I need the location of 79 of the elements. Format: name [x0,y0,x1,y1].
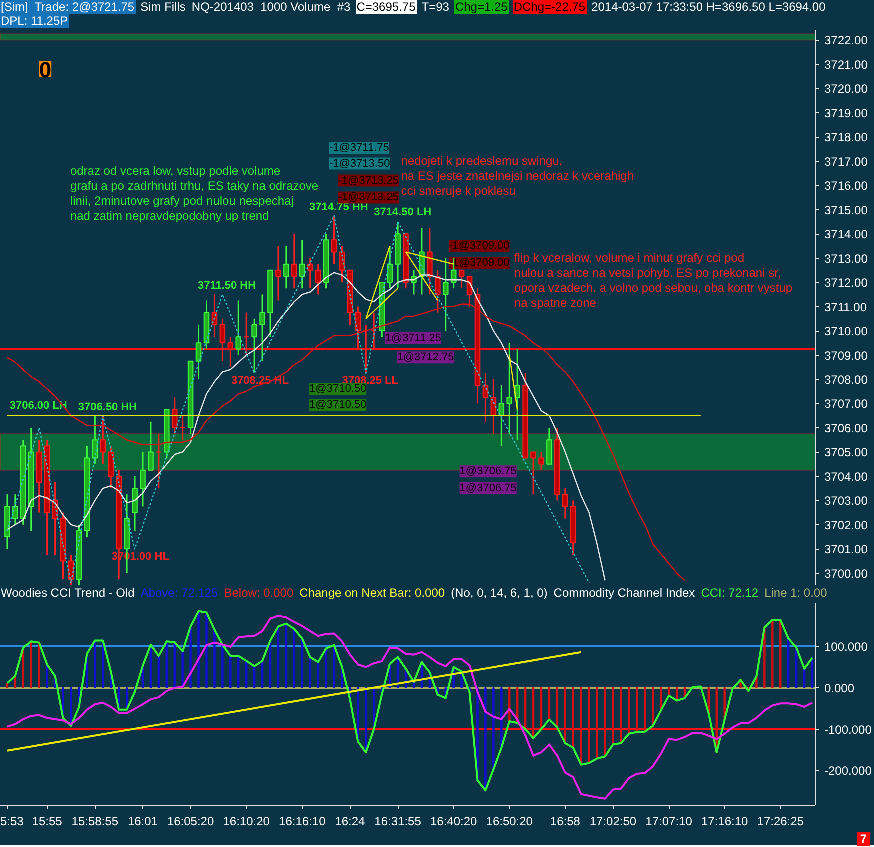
y-tick-label: -200.000 [824,764,872,778]
text: DPL: 11.25P [0,14,70,28]
y-tick-label: 3703.00 [824,494,868,508]
x-tick-label: 16:16:10 [279,814,326,828]
text: 2014-03-07 17:33:50 H=3696.50 L=3694.00 [590,0,827,14]
text: T=93 [420,0,450,14]
y-tick-label: 3722.00 [824,34,868,48]
x-tick-label: 17:07:10 [646,814,693,828]
text: Change on Next Bar: 0.000 [298,586,446,600]
text: Commodity Channel Index [552,586,696,600]
annotation: 0 [39,57,52,82]
text: 7 [857,832,870,846]
y-tick-label: 3709.00 [824,348,868,363]
x-tick-label: 16:31:55 [374,814,422,828]
text: (No, 0, 14, 6, 1, 0) [450,586,549,600]
annotation: 3711.50 HH [198,280,256,292]
annotation: 1@3711.25 [385,332,442,344]
y-tick-label: 3715.00 [824,203,868,218]
y-tick-label: 3712.00 [824,276,868,290]
annotation: -1@3709.00 [449,240,510,252]
annotation: 1@3706.75 [460,466,517,478]
y-tick-label: 3700.00 [824,566,868,581]
annotation: flip k vceralow, volume i minut grafy cci pod nulou a sance na vetsi pohyb. ES po prekonani sr, opora vzadech. a volno pod sebou, oba kontr vystup na spatne zone [514,251,793,310]
text: Woodies CCI Trend - Old [0,586,136,600]
text: Chg=1.25 [454,0,509,14]
x-tick-label: 15:55 [32,814,63,828]
y-tick-label: 3720.00 [824,82,868,96]
annotation: 1@3712.75 [397,352,454,364]
y-tick-label: 3708.00 [824,372,868,387]
y-tick-label: -100.000 [824,722,872,737]
y-tick-label: 3702.00 [824,518,868,532]
annotation: 3714.50 LH [374,206,432,218]
y-tick-label: 3707.00 [824,397,868,412]
y-tick-label: 100.000 [824,640,868,654]
annotation: 3708.25 HL [231,374,290,387]
annotation: 3706.50 HH [78,401,138,414]
y-tick-label: 3714.00 [824,228,868,242]
text: Sim Fills [140,0,187,14]
y-tick-label: 3710.00 [824,324,868,339]
x-tick-label: 15:58:55 [72,814,119,828]
x-tick-label: 16:50:20 [486,814,534,828]
annotation: 1@3710.50 [310,383,367,396]
text: Line 1: 0.00 [764,586,828,600]
x-tick-label: 16:24 [335,814,366,828]
annotation: -1@3711.75 [329,142,390,154]
y-tick-label: 3705.00 [824,446,868,460]
annotation: nedojeti k predeslemu swingu, na ES jeste znatelnejsi nedoraz k vcerahigh cci smeruje k poklesu [401,154,634,198]
x-tick-label: 16:58 [550,814,581,828]
text: Above: 72.125 [140,586,220,600]
annotation: 1@3706.75 [460,482,517,495]
text: C=3695.75 [356,0,417,14]
x-tick-label: 17:02:50 [590,814,637,828]
annotation: -1@3713.25 [338,192,399,204]
x-tick-label: 16:01 [128,814,158,828]
text: DChg=-22.75 [512,0,587,14]
annotation: -1@3713.50 [329,158,390,170]
x-tick-label: 16:05:20 [167,814,214,828]
y-tick-label: 3718.00 [824,130,868,145]
y-tick-label: 3711.00 [824,300,868,314]
text: NQ-201403 1000 Volume #3 [190,0,352,14]
y-tick-label: 3719.00 [824,106,868,120]
x-tick-label: 5:53 [0,814,24,828]
y-tick-label: 3706.00 [824,421,868,436]
y-tick-label: 3713.00 [824,252,868,266]
y-tick-label: 3701.00 [824,542,868,557]
x-tick-label: 17:26:25 [757,814,804,828]
y-tick-label: 3716.00 [824,179,868,194]
x-tick-label: 17:16:10 [701,814,749,828]
y-tick-label: 3717.00 [824,154,868,169]
text: CCI: 72.12 [700,586,760,600]
y-tick-label: 3721.00 [824,58,868,72]
annotation: 1@3710.50 [310,398,367,411]
text: [Sim] Trade: 2@3721.75 [0,0,136,14]
annotation: -1@3713.25 [338,174,399,187]
text: Below: 0.000 [223,586,295,600]
y-tick-label: 3704.00 [824,470,868,484]
y-tick-label: 0.000 [824,681,855,696]
x-tick-label: 16:40:20 [430,814,478,828]
x-tick-label: 16:10:20 [223,814,270,828]
